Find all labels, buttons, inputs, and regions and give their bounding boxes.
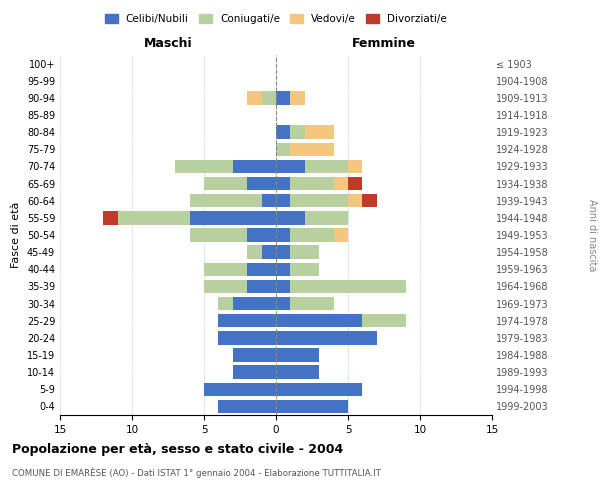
Text: Popolazione per età, sesso e stato civile - 2004: Popolazione per età, sesso e stato civil… [12, 442, 343, 456]
Bar [247, 228, 276, 241]
Bar [290, 91, 305, 104]
Bar [218, 400, 276, 413]
Legend: Celibi/Nubili, Coniugati/e, Vedovi/e, Divorziati/e: Celibi/Nubili, Coniugati/e, Vedovi/e, Di… [101, 10, 451, 29]
Bar [190, 194, 262, 207]
Bar [204, 382, 276, 396]
Bar [334, 177, 348, 190]
Bar [276, 262, 290, 276]
Bar [175, 160, 233, 173]
Bar [276, 160, 305, 173]
Bar [204, 262, 247, 276]
Bar [290, 142, 334, 156]
Bar [305, 126, 334, 139]
Bar [103, 211, 118, 224]
Bar [348, 177, 362, 190]
Bar [262, 91, 276, 104]
Bar [218, 314, 276, 328]
Bar [290, 297, 334, 310]
Bar [276, 314, 362, 328]
Bar [247, 262, 276, 276]
Bar [247, 177, 276, 190]
Bar [276, 177, 290, 190]
Bar [276, 366, 319, 379]
Bar [218, 331, 276, 344]
Bar [276, 297, 290, 310]
Bar [118, 211, 190, 224]
Bar [233, 160, 276, 173]
Bar [348, 194, 362, 207]
Bar [233, 348, 276, 362]
Bar [290, 177, 334, 190]
Bar [276, 331, 377, 344]
Bar [276, 211, 305, 224]
Bar [276, 348, 319, 362]
Bar [218, 297, 233, 310]
Bar [262, 194, 276, 207]
Bar [290, 194, 348, 207]
Y-axis label: Fasce di età: Fasce di età [11, 202, 21, 268]
Text: Femmine: Femmine [352, 37, 416, 50]
Bar [276, 91, 290, 104]
Bar [276, 228, 290, 241]
Bar [305, 160, 348, 173]
Bar [204, 177, 247, 190]
Text: Anni di nascita: Anni di nascita [587, 199, 597, 271]
Bar [190, 228, 247, 241]
Bar [290, 280, 406, 293]
Bar [247, 91, 262, 104]
Bar [276, 382, 362, 396]
Bar [334, 228, 348, 241]
Bar [247, 246, 262, 259]
Bar [276, 142, 290, 156]
Bar [362, 314, 406, 328]
Bar [290, 126, 305, 139]
Bar [290, 228, 334, 241]
Bar [305, 211, 348, 224]
Bar [290, 262, 319, 276]
Bar [204, 280, 247, 293]
Bar [233, 297, 276, 310]
Bar [362, 194, 377, 207]
Text: Maschi: Maschi [143, 37, 193, 50]
Bar [276, 280, 290, 293]
Bar [276, 194, 290, 207]
Bar [190, 211, 276, 224]
Bar [276, 126, 290, 139]
Bar [276, 246, 290, 259]
Bar [233, 366, 276, 379]
Bar [290, 246, 319, 259]
Bar [247, 280, 276, 293]
Bar [348, 160, 362, 173]
Bar [262, 246, 276, 259]
Text: COMUNE DI EMARÈSE (AO) - Dati ISTAT 1° gennaio 2004 - Elaborazione TUTTITALIA.IT: COMUNE DI EMARÈSE (AO) - Dati ISTAT 1° g… [12, 468, 381, 478]
Bar [276, 400, 348, 413]
